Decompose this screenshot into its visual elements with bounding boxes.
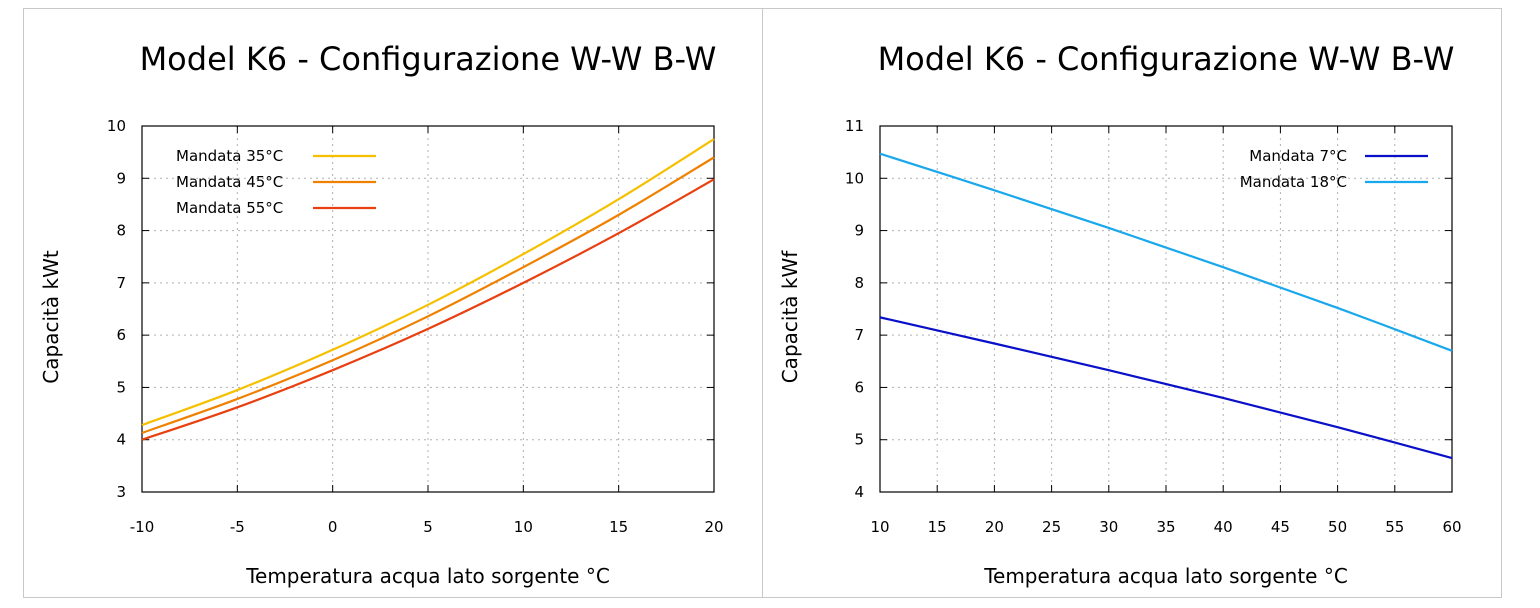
x-axis-label: Temperatura acqua lato sorgente °C: [245, 564, 610, 588]
x-tick-label: 45: [1271, 518, 1290, 536]
series-line-2: [141, 178, 715, 441]
x-tick-label: 40: [1214, 518, 1233, 536]
x-tick-label: 15: [928, 518, 947, 536]
x-tick-label: 55: [1385, 518, 1404, 536]
plot-area-border: [141, 125, 715, 493]
x-tick-label: 20: [985, 518, 1004, 536]
y-axis-label: Capacità kWt: [39, 250, 63, 384]
chart-panel-right: Model K6 - Configurazione W-W B-W 10 15 20 2…: [762, 8, 1502, 598]
x-tick-label: -10: [130, 518, 155, 536]
y-tick-label: 6: [854, 378, 864, 396]
x-tick-label: 10: [870, 518, 889, 536]
x-tick-label: 20: [704, 518, 723, 536]
series-line-1: [879, 152, 1453, 352]
x-tick-label: 0: [328, 518, 338, 536]
y-tick-label: 7: [116, 274, 126, 292]
y-tick-label: 9: [854, 222, 864, 240]
y-tick-label: 8: [854, 274, 864, 292]
x-tick-label: 60: [1442, 518, 1461, 536]
chart-title: Model K6 - Configurazione W-W B-W: [140, 40, 717, 78]
chart-panel-left: Model K6 - Configurazione W-W B-W -10 -5 0 5…: [23, 8, 763, 598]
y-tick-label: 9: [116, 169, 126, 187]
series-line-0: [141, 138, 715, 427]
y-tick-label: 4: [116, 431, 126, 449]
y-axis-label: Capacità kWf: [778, 250, 802, 384]
x-tick-label: 10: [514, 518, 533, 536]
x-tick-label: 50: [1328, 518, 1347, 536]
y-tick-label: 6: [116, 326, 126, 344]
x-tick-label: 15: [609, 518, 628, 536]
y-tick-label: 7: [854, 326, 864, 344]
series-line-0: [879, 316, 1453, 460]
y-tick-label: 10: [107, 117, 126, 135]
y-tick-label: 11: [845, 117, 864, 135]
x-tick-label: -5: [230, 518, 245, 536]
y-tick-label: 3: [116, 483, 126, 501]
x-tick-label: 25: [1042, 518, 1061, 536]
y-tick-label: 10: [845, 169, 864, 187]
x-tick-label: 5: [423, 518, 433, 536]
x-tick-label: 30: [1099, 518, 1118, 536]
legend-label: Mandata 18°C: [1240, 173, 1347, 191]
y-tick-label: 5: [116, 378, 126, 396]
x-axis-label: Temperatura acqua lato sorgente °C: [983, 564, 1348, 588]
y-tick-label: 4: [854, 483, 864, 501]
y-tick-label: 8: [116, 222, 126, 240]
legend-label: Mandata 35°C: [176, 147, 283, 165]
legend-label: Mandata 55°C: [176, 199, 283, 217]
capacity-cooling-chart: Model K6 - Configurazione W-W B-W 10 15 20 2…: [778, 40, 1462, 588]
legend-label: Mandata 7°C: [1249, 147, 1347, 165]
chart-title: Model K6 - Configurazione W-W B-W: [878, 40, 1455, 78]
y-tick-label: 5: [854, 431, 864, 449]
capacity-heating-chart: Model K6 - Configurazione W-W B-W -10 -5 0 5…: [39, 40, 724, 588]
x-tick-label: 35: [1156, 518, 1175, 536]
legend-label: Mandata 45°C: [176, 173, 283, 191]
series-line-1: [141, 156, 715, 434]
plot-area-border: [879, 125, 1453, 493]
